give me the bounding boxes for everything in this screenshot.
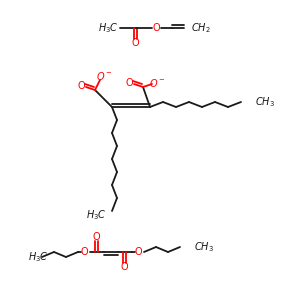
Text: O: O [120, 262, 128, 272]
Text: $CH_3$: $CH_3$ [255, 95, 275, 109]
Text: $CH_3$: $CH_3$ [194, 240, 214, 254]
Text: $H_3C$: $H_3C$ [85, 208, 106, 222]
Text: O: O [131, 38, 139, 48]
Text: $O^-$: $O^-$ [96, 70, 112, 82]
Text: O: O [77, 81, 85, 91]
Text: O: O [125, 78, 133, 88]
Text: $O^-$: $O^-$ [148, 77, 165, 89]
Text: $CH_2$: $CH_2$ [191, 21, 211, 35]
Text: O: O [92, 232, 100, 242]
Text: O: O [80, 247, 88, 257]
Text: $H_3C$: $H_3C$ [28, 250, 49, 264]
Text: O: O [134, 247, 142, 257]
Text: $H_3C$: $H_3C$ [98, 21, 118, 35]
Text: O: O [152, 23, 160, 33]
